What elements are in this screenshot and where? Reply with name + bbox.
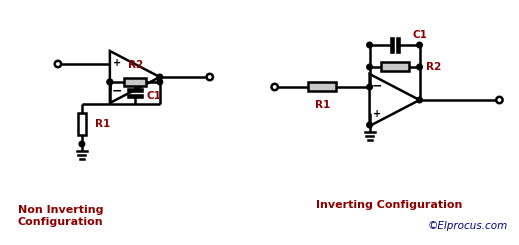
Text: +: + — [373, 109, 380, 119]
Bar — [124, 78, 146, 86]
Circle shape — [107, 79, 113, 85]
Circle shape — [79, 141, 85, 147]
Circle shape — [367, 122, 372, 128]
Circle shape — [271, 84, 278, 90]
Text: −: − — [371, 79, 382, 93]
Text: C1: C1 — [147, 91, 162, 101]
Text: Non Inverting
Configuration: Non Inverting Configuration — [18, 205, 104, 227]
Bar — [380, 62, 408, 72]
Circle shape — [107, 79, 113, 85]
Circle shape — [367, 84, 372, 90]
Text: +: + — [113, 58, 121, 68]
Circle shape — [157, 74, 162, 80]
Circle shape — [54, 61, 61, 67]
Circle shape — [367, 64, 372, 70]
Circle shape — [417, 97, 422, 103]
Circle shape — [157, 79, 162, 85]
Bar — [78, 113, 86, 135]
Circle shape — [496, 97, 502, 103]
Text: ©Elprocus.com: ©Elprocus.com — [427, 221, 508, 231]
Text: R1: R1 — [315, 100, 330, 110]
Circle shape — [207, 74, 213, 80]
Circle shape — [417, 42, 422, 48]
Circle shape — [417, 64, 422, 70]
Text: R2: R2 — [128, 60, 143, 70]
Text: R1: R1 — [95, 119, 110, 129]
Circle shape — [367, 42, 372, 48]
Text: C1: C1 — [413, 30, 428, 40]
Text: R2: R2 — [426, 62, 441, 72]
Bar — [308, 83, 336, 91]
Text: Inverting Configuration: Inverting Configuration — [317, 200, 463, 210]
Text: −: − — [112, 85, 122, 98]
